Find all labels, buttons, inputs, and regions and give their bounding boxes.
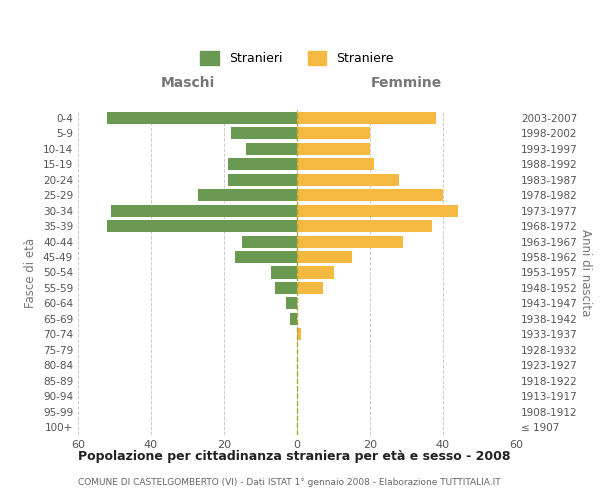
Legend: Stranieri, Straniere: Stranieri, Straniere — [200, 52, 394, 65]
Bar — [297, 127, 370, 140]
Bar — [297, 220, 432, 232]
Bar — [297, 236, 403, 248]
Bar — [235, 251, 297, 263]
Bar — [297, 158, 374, 170]
Bar — [297, 282, 323, 294]
Bar — [111, 204, 297, 216]
Bar — [227, 158, 297, 170]
Text: Femmine: Femmine — [371, 76, 442, 90]
Bar — [242, 236, 297, 248]
Bar — [297, 174, 399, 186]
Bar — [297, 112, 436, 124]
Bar — [290, 313, 297, 325]
Bar — [199, 189, 297, 201]
Y-axis label: Fasce di età: Fasce di età — [25, 238, 37, 308]
Bar — [232, 127, 297, 140]
Bar — [227, 174, 297, 186]
Bar — [275, 282, 297, 294]
Bar — [271, 266, 297, 278]
Bar — [107, 112, 297, 124]
Bar — [246, 142, 297, 154]
Bar — [297, 204, 458, 216]
Bar — [297, 189, 443, 201]
Text: Popolazione per cittadinanza straniera per età e sesso - 2008: Popolazione per cittadinanza straniera p… — [78, 450, 511, 463]
Text: COMUNE DI CASTELGOMBERTO (VI) - Dati ISTAT 1° gennaio 2008 - Elaborazione TUTTIT: COMUNE DI CASTELGOMBERTO (VI) - Dati IST… — [78, 478, 500, 487]
Text: Maschi: Maschi — [160, 76, 215, 90]
Bar — [286, 298, 297, 310]
Bar — [297, 328, 301, 340]
Bar — [297, 251, 352, 263]
Bar — [297, 142, 370, 154]
Bar — [297, 266, 334, 278]
Y-axis label: Anni di nascita: Anni di nascita — [578, 229, 592, 316]
Bar — [107, 220, 297, 232]
